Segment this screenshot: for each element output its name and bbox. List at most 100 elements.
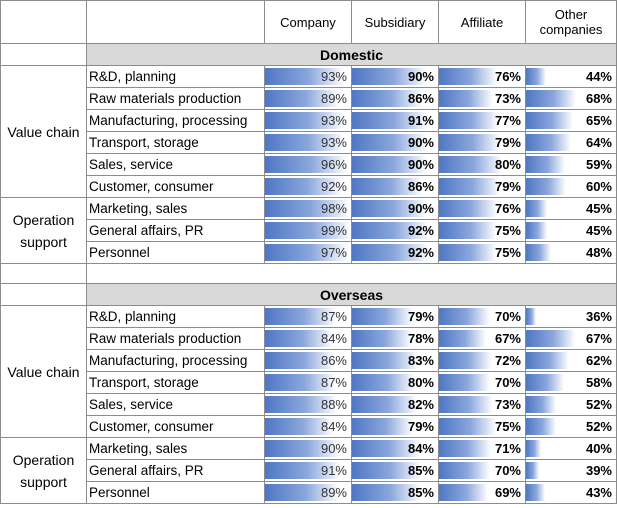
data-bar: [526, 134, 571, 151]
value-cell: 45%: [525, 197, 617, 220]
value-cell: 40%: [525, 437, 617, 460]
value-label: 90%: [407, 135, 434, 150]
value-label: 52%: [585, 419, 612, 434]
data-bar: [526, 484, 545, 501]
data-bar: [526, 200, 547, 217]
value-label: 87%: [320, 309, 347, 324]
table-row: Operation support Marketing, sales 90% 84% 7…: [0, 437, 617, 504]
value-label: 84%: [407, 441, 434, 456]
value-label: 48%: [585, 245, 612, 260]
value-cell: 84%: [264, 327, 352, 350]
data-bar: [526, 178, 566, 195]
value-label: 91%: [407, 113, 434, 128]
data-bar: [526, 244, 551, 261]
value-label: 79%: [407, 419, 434, 434]
value-label: 71%: [494, 441, 521, 456]
data-bar: [352, 112, 428, 129]
data-bar: [352, 200, 427, 217]
data-bar: [526, 68, 546, 85]
value-cell: 64%: [525, 131, 617, 154]
value-label: 70%: [494, 375, 521, 390]
data-bar: [352, 244, 429, 261]
value-cell: 86%: [351, 175, 439, 198]
value-cell: 75%: [438, 415, 526, 438]
table-row: Raw materials production 89% 86% 73% 68%: [1, 87, 617, 110]
table-row: Manufacturing, processing 93% 91% 77% 65%: [1, 109, 617, 132]
data-bar: [265, 462, 341, 479]
value-label: 86%: [320, 353, 347, 368]
value-label: 85%: [407, 463, 434, 478]
value-cell: 86%: [351, 87, 439, 110]
value-label: 83%: [407, 353, 434, 368]
value-cell: 93%: [264, 131, 352, 154]
value-cell: 90%: [351, 153, 439, 176]
value-label: 65%: [585, 113, 612, 128]
value-label: 92%: [407, 223, 434, 238]
value-label: 93%: [320, 113, 347, 128]
data-bar: [439, 352, 492, 369]
group-label: Value chain: [0, 65, 87, 198]
value-label: 99%: [320, 223, 347, 238]
data-bar: [265, 156, 347, 173]
value-label: 59%: [585, 157, 612, 172]
value-cell: 86%: [264, 349, 352, 372]
data-bar: [439, 68, 497, 85]
data-bar: [352, 156, 427, 173]
data-bar: [352, 374, 415, 391]
value-label: 93%: [320, 135, 347, 150]
data-bar: [526, 330, 575, 347]
data-bar: [265, 178, 342, 195]
data-bar: [439, 418, 496, 435]
row-label: R&D, planning: [86, 305, 265, 328]
value-label: 75%: [494, 245, 521, 260]
value-label: 70%: [494, 463, 521, 478]
value-cell: 88%: [264, 393, 352, 416]
value-cell: 99%: [264, 219, 352, 242]
value-label: 92%: [407, 245, 434, 260]
data-bar: [526, 352, 569, 369]
value-label: 52%: [585, 397, 612, 412]
section-title: Overseas: [86, 283, 617, 306]
data-bar: [352, 396, 417, 413]
value-cell: 65%: [525, 109, 617, 132]
value-label: 40%: [585, 441, 612, 456]
corner-cell: [86, 0, 265, 44]
value-label: 67%: [585, 331, 612, 346]
value-cell: 59%: [525, 153, 617, 176]
value-cell: 77%: [438, 109, 526, 132]
row-label: Sales, service: [86, 153, 265, 176]
value-cell: 67%: [438, 327, 526, 350]
value-label: 62%: [585, 353, 612, 368]
row-label: Manufacturing, processing: [86, 349, 265, 372]
value-label: 45%: [585, 201, 612, 216]
value-label: 92%: [320, 179, 347, 194]
data-bar: [526, 396, 556, 413]
value-label: 93%: [320, 69, 347, 84]
data-bar: [439, 244, 496, 261]
row-label: General affairs, PR: [86, 219, 265, 242]
value-cell: 84%: [351, 437, 439, 460]
value-label: 67%: [494, 331, 521, 346]
value-cell: 92%: [351, 219, 439, 242]
data-bar: [352, 352, 418, 369]
data-bar: [265, 68, 344, 85]
column-header: Subsidiary: [351, 0, 439, 44]
data-bar: [352, 178, 422, 195]
row-label: Customer, consumer: [86, 415, 265, 438]
data-bar: [265, 374, 336, 391]
data-bar: [439, 374, 490, 391]
row-label: Transport, storage: [86, 371, 265, 394]
group-label: Operation support: [0, 197, 87, 264]
value-cell: 52%: [525, 393, 617, 416]
value-label: 98%: [320, 201, 347, 216]
value-cell: 62%: [525, 349, 617, 372]
row-label: Customer, consumer: [86, 175, 265, 198]
value-cell: 92%: [351, 241, 439, 264]
table-row: Personnel 97% 92% 75% 48%: [1, 241, 617, 264]
value-label: 97%: [320, 245, 347, 260]
data-bar: [352, 134, 427, 151]
data-bar: [265, 418, 333, 435]
row-label: General affairs, PR: [86, 459, 265, 482]
data-bar: [526, 418, 556, 435]
data-bar: [352, 462, 421, 479]
